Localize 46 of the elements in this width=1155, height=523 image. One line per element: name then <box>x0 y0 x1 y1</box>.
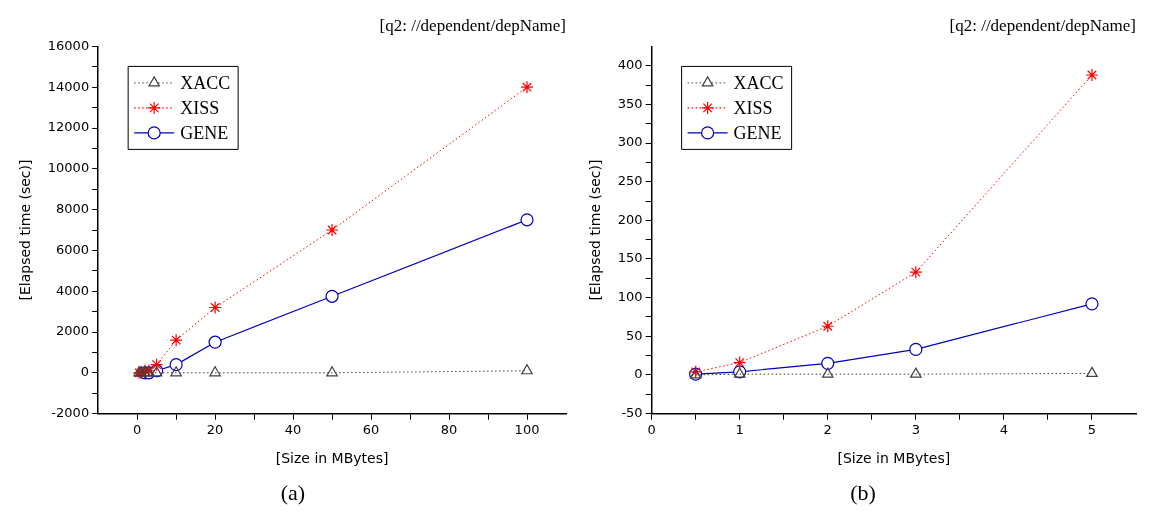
y-tick-label: 200 <box>617 211 643 227</box>
legend-label: GENE <box>733 122 782 143</box>
x-tick-label: 5 <box>1087 421 1097 437</box>
x-tick-label: 0 <box>647 421 656 437</box>
y-tick-label: 250 <box>617 173 643 189</box>
x-tick-label: 2 <box>823 421 832 437</box>
y-tick-label: 4000 <box>56 282 90 298</box>
y-tick-label: 6000 <box>56 241 90 257</box>
y-tick-label: 14000 <box>47 78 90 94</box>
y-tick-label: 2000 <box>56 323 90 339</box>
x-axis-title: [Size in MBytes] <box>275 450 389 467</box>
chart-title: [q2: //dependent/depName] <box>949 15 1136 35</box>
x-tick-label: 1 <box>735 421 744 437</box>
y-tick-label: -50 <box>621 404 643 420</box>
legend-label: XACC <box>180 72 231 93</box>
y-axis-title: [Elapsed time (sec)] <box>587 159 604 301</box>
y-tick-label: 100 <box>617 289 643 305</box>
x-tick-label: 3 <box>911 421 920 437</box>
y-tick-label: 8000 <box>56 200 90 216</box>
y-tick-label: 0 <box>634 366 643 382</box>
chart-title: [q2: //dependent/depName] <box>379 15 566 35</box>
x-tick-label: 0 <box>133 421 142 437</box>
y-tick-label: 350 <box>617 95 643 111</box>
x-tick-label: 60 <box>362 421 380 437</box>
legend-label: XISS <box>180 97 220 118</box>
y-tick-label: 150 <box>617 250 643 266</box>
legend-label: XISS <box>733 97 773 118</box>
x-tick-label: 100 <box>514 421 540 437</box>
y-tick-label: 50 <box>626 327 643 343</box>
y-tick-label: 0 <box>80 364 90 380</box>
text: (a) <box>280 480 306 506</box>
x-tick-label: 80 <box>440 421 458 437</box>
x-axis-title: [Size in MBytes] <box>837 450 951 467</box>
text: (b) <box>850 480 876 506</box>
y-tick-label: 10000 <box>47 160 90 176</box>
y-tick-label: 16000 <box>47 37 90 53</box>
x-tick-label: 4 <box>999 421 1009 437</box>
legend-label: GENE <box>180 122 229 143</box>
y-tick-label: 300 <box>617 134 643 150</box>
legend-label: XACC <box>733 72 784 93</box>
y-tick-label: -2000 <box>51 404 90 420</box>
x-tick-label: 20 <box>206 421 224 437</box>
x-tick-label: 40 <box>284 421 302 437</box>
y-tick-label: 400 <box>617 57 643 73</box>
y-tick-label: 12000 <box>47 119 90 135</box>
y-axis-title: [Elapsed time (sec)] <box>17 159 34 301</box>
